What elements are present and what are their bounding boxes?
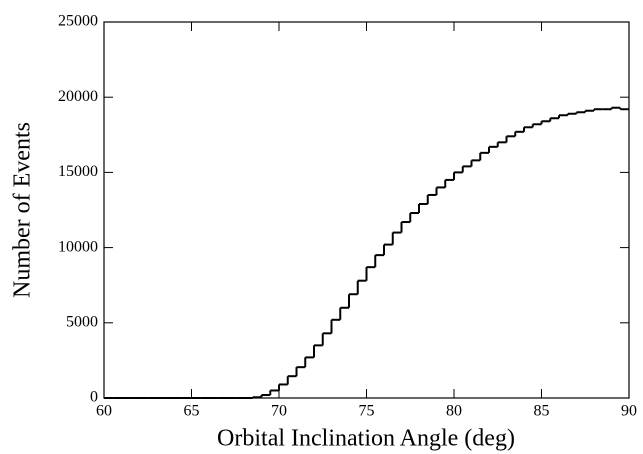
- x-tick-label: 80: [446, 403, 462, 420]
- y-tick-label: 20000: [58, 88, 98, 105]
- y-tick-label: 0: [90, 389, 98, 406]
- x-tick-label: 60: [96, 403, 112, 420]
- x-tick-label: 70: [271, 403, 287, 420]
- x-tick-label: 65: [184, 403, 200, 420]
- x-tick-label: 85: [534, 403, 550, 420]
- y-tick-label: 25000: [58, 13, 98, 30]
- x-tick-label: 75: [359, 403, 375, 420]
- plot-frame: [103, 21, 630, 399]
- y-axis-label: Number of Events: [10, 122, 36, 298]
- histogram-risers: [251, 107, 622, 398]
- x-axis-label: Orbital Inclination Angle (deg): [217, 426, 515, 452]
- y-tick-label: 15000: [58, 163, 98, 180]
- y-tick-label: 10000: [58, 238, 98, 255]
- x-tick-label: 90: [621, 403, 637, 420]
- y-tick-label: 5000: [66, 313, 98, 330]
